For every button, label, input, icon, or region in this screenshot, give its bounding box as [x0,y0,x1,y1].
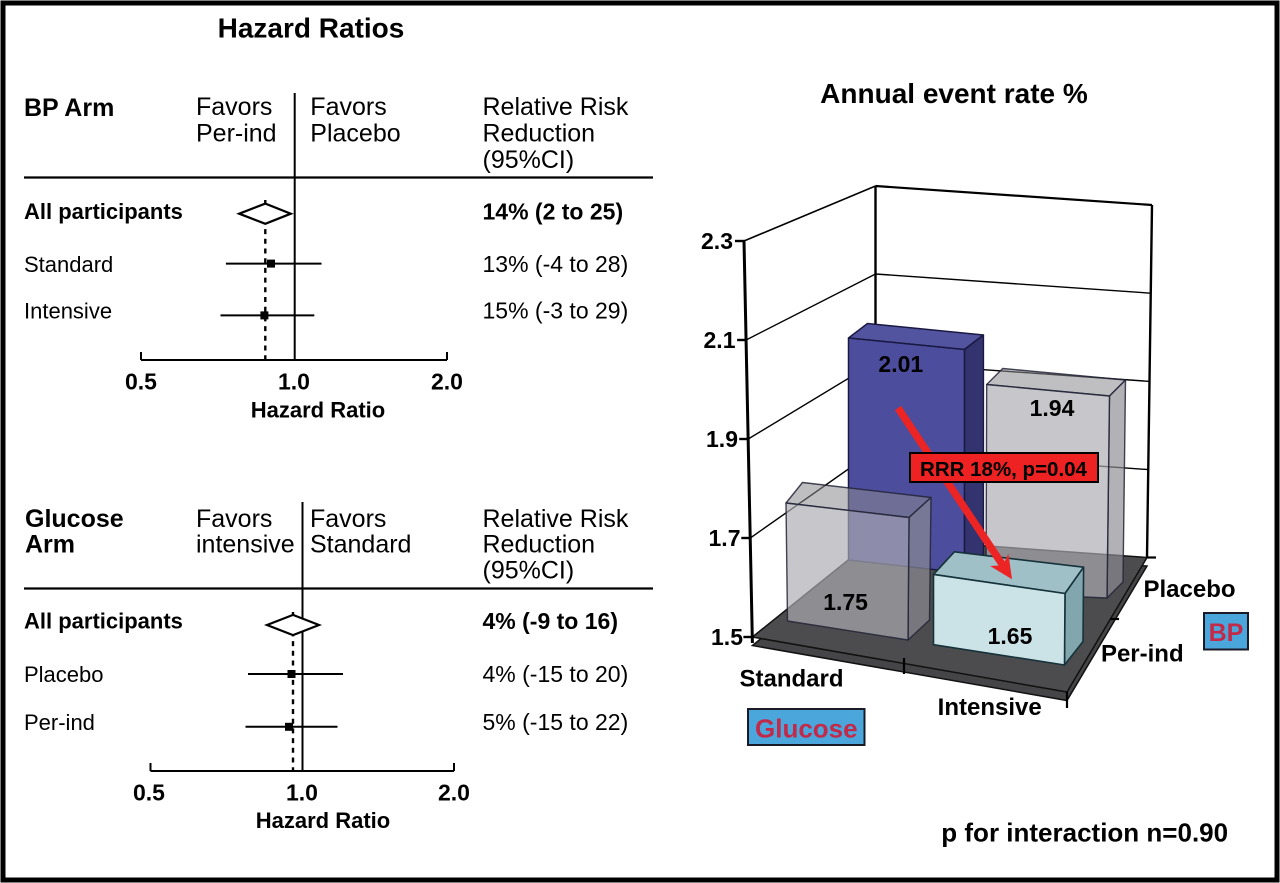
svg-text:Glucose: Glucose [755,714,858,744]
svg-text:Reduction: Reduction [483,120,596,148]
svg-text:2.0: 2.0 [431,369,463,395]
svg-text:intensive: intensive [196,531,295,559]
svg-text:All participants: All participants [24,199,183,224]
svg-text:Favors: Favors [196,93,272,121]
svg-text:2.01: 2.01 [878,351,923,377]
svg-text:Hazard Ratio: Hazard Ratio [251,398,385,423]
svg-text:All participants: All participants [24,609,183,634]
svg-text:1.94: 1.94 [1030,395,1075,421]
svg-text:Intensive: Intensive [938,694,1042,721]
svg-text:(95%CI): (95%CI) [483,557,575,585]
svg-text:14% (2 to 25): 14% (2 to 25) [483,198,624,224]
svg-text:BP: BP [1209,619,1244,647]
svg-text:5% (-15 to 22): 5% (-15 to 22) [483,709,629,735]
svg-text:13% (-4 to 28): 13% (-4 to 28) [483,251,629,277]
svg-text:1.75: 1.75 [823,589,868,615]
svg-text:Favors: Favors [196,505,272,533]
svg-text:p for interaction n=0.90: p for interaction n=0.90 [941,818,1228,848]
svg-text:1.5: 1.5 [711,624,743,650]
svg-text:1.0: 1.0 [286,780,318,806]
svg-text:1.9: 1.9 [706,426,738,452]
svg-text:Per-ind: Per-ind [1101,641,1184,668]
svg-text:Hazard Ratio: Hazard Ratio [256,808,390,833]
svg-text:2.1: 2.1 [704,327,736,353]
svg-text:4% (-9 to 16): 4% (-9 to 16) [483,608,618,634]
svg-text:Relative Risk: Relative Risk [483,93,629,121]
svg-text:Intensive: Intensive [24,299,112,324]
svg-text:Relative Risk: Relative Risk [483,505,629,533]
svg-text:Standard: Standard [310,531,411,559]
svg-text:0.5: 0.5 [125,369,157,395]
svg-text:Arm: Arm [25,531,75,559]
svg-text:Favors: Favors [310,505,386,533]
svg-text:15% (-3 to 29): 15% (-3 to 29) [483,298,629,324]
svg-text:Per-ind: Per-ind [24,710,95,735]
svg-text:4% (-15 to 20): 4% (-15 to 20) [483,661,629,687]
svg-text:RRR 18%, p=0.04: RRR 18%, p=0.04 [920,458,1088,481]
svg-text:Standard: Standard [24,252,113,277]
svg-text:(95%CI): (95%CI) [483,146,575,174]
svg-text:Placebo: Placebo [24,662,104,687]
svg-text:2.3: 2.3 [701,228,733,254]
svg-text:Placebo: Placebo [1143,576,1235,603]
svg-text:Placebo: Placebo [310,120,400,148]
svg-text:2.0: 2.0 [438,780,470,806]
svg-text:BP Arm: BP Arm [24,94,114,122]
svg-text:Per-ind: Per-ind [196,120,277,148]
svg-text:1.65: 1.65 [988,623,1033,649]
svg-text:1.0: 1.0 [278,369,310,395]
svg-text:Favors: Favors [310,93,386,121]
svg-text:Annual event rate %: Annual event rate % [820,78,1088,109]
svg-text:Glucose: Glucose [25,505,124,533]
svg-text:Hazard Ratios: Hazard Ratios [218,13,405,44]
svg-text:0.5: 0.5 [133,780,165,806]
svg-text:Reduction: Reduction [483,531,596,559]
svg-text:Standard: Standard [739,665,843,692]
svg-text:1.7: 1.7 [709,525,741,551]
